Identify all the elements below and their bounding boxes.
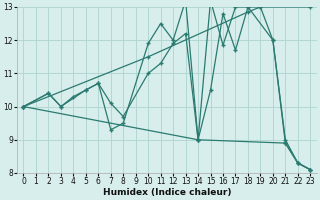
- X-axis label: Humidex (Indice chaleur): Humidex (Indice chaleur): [103, 188, 231, 197]
